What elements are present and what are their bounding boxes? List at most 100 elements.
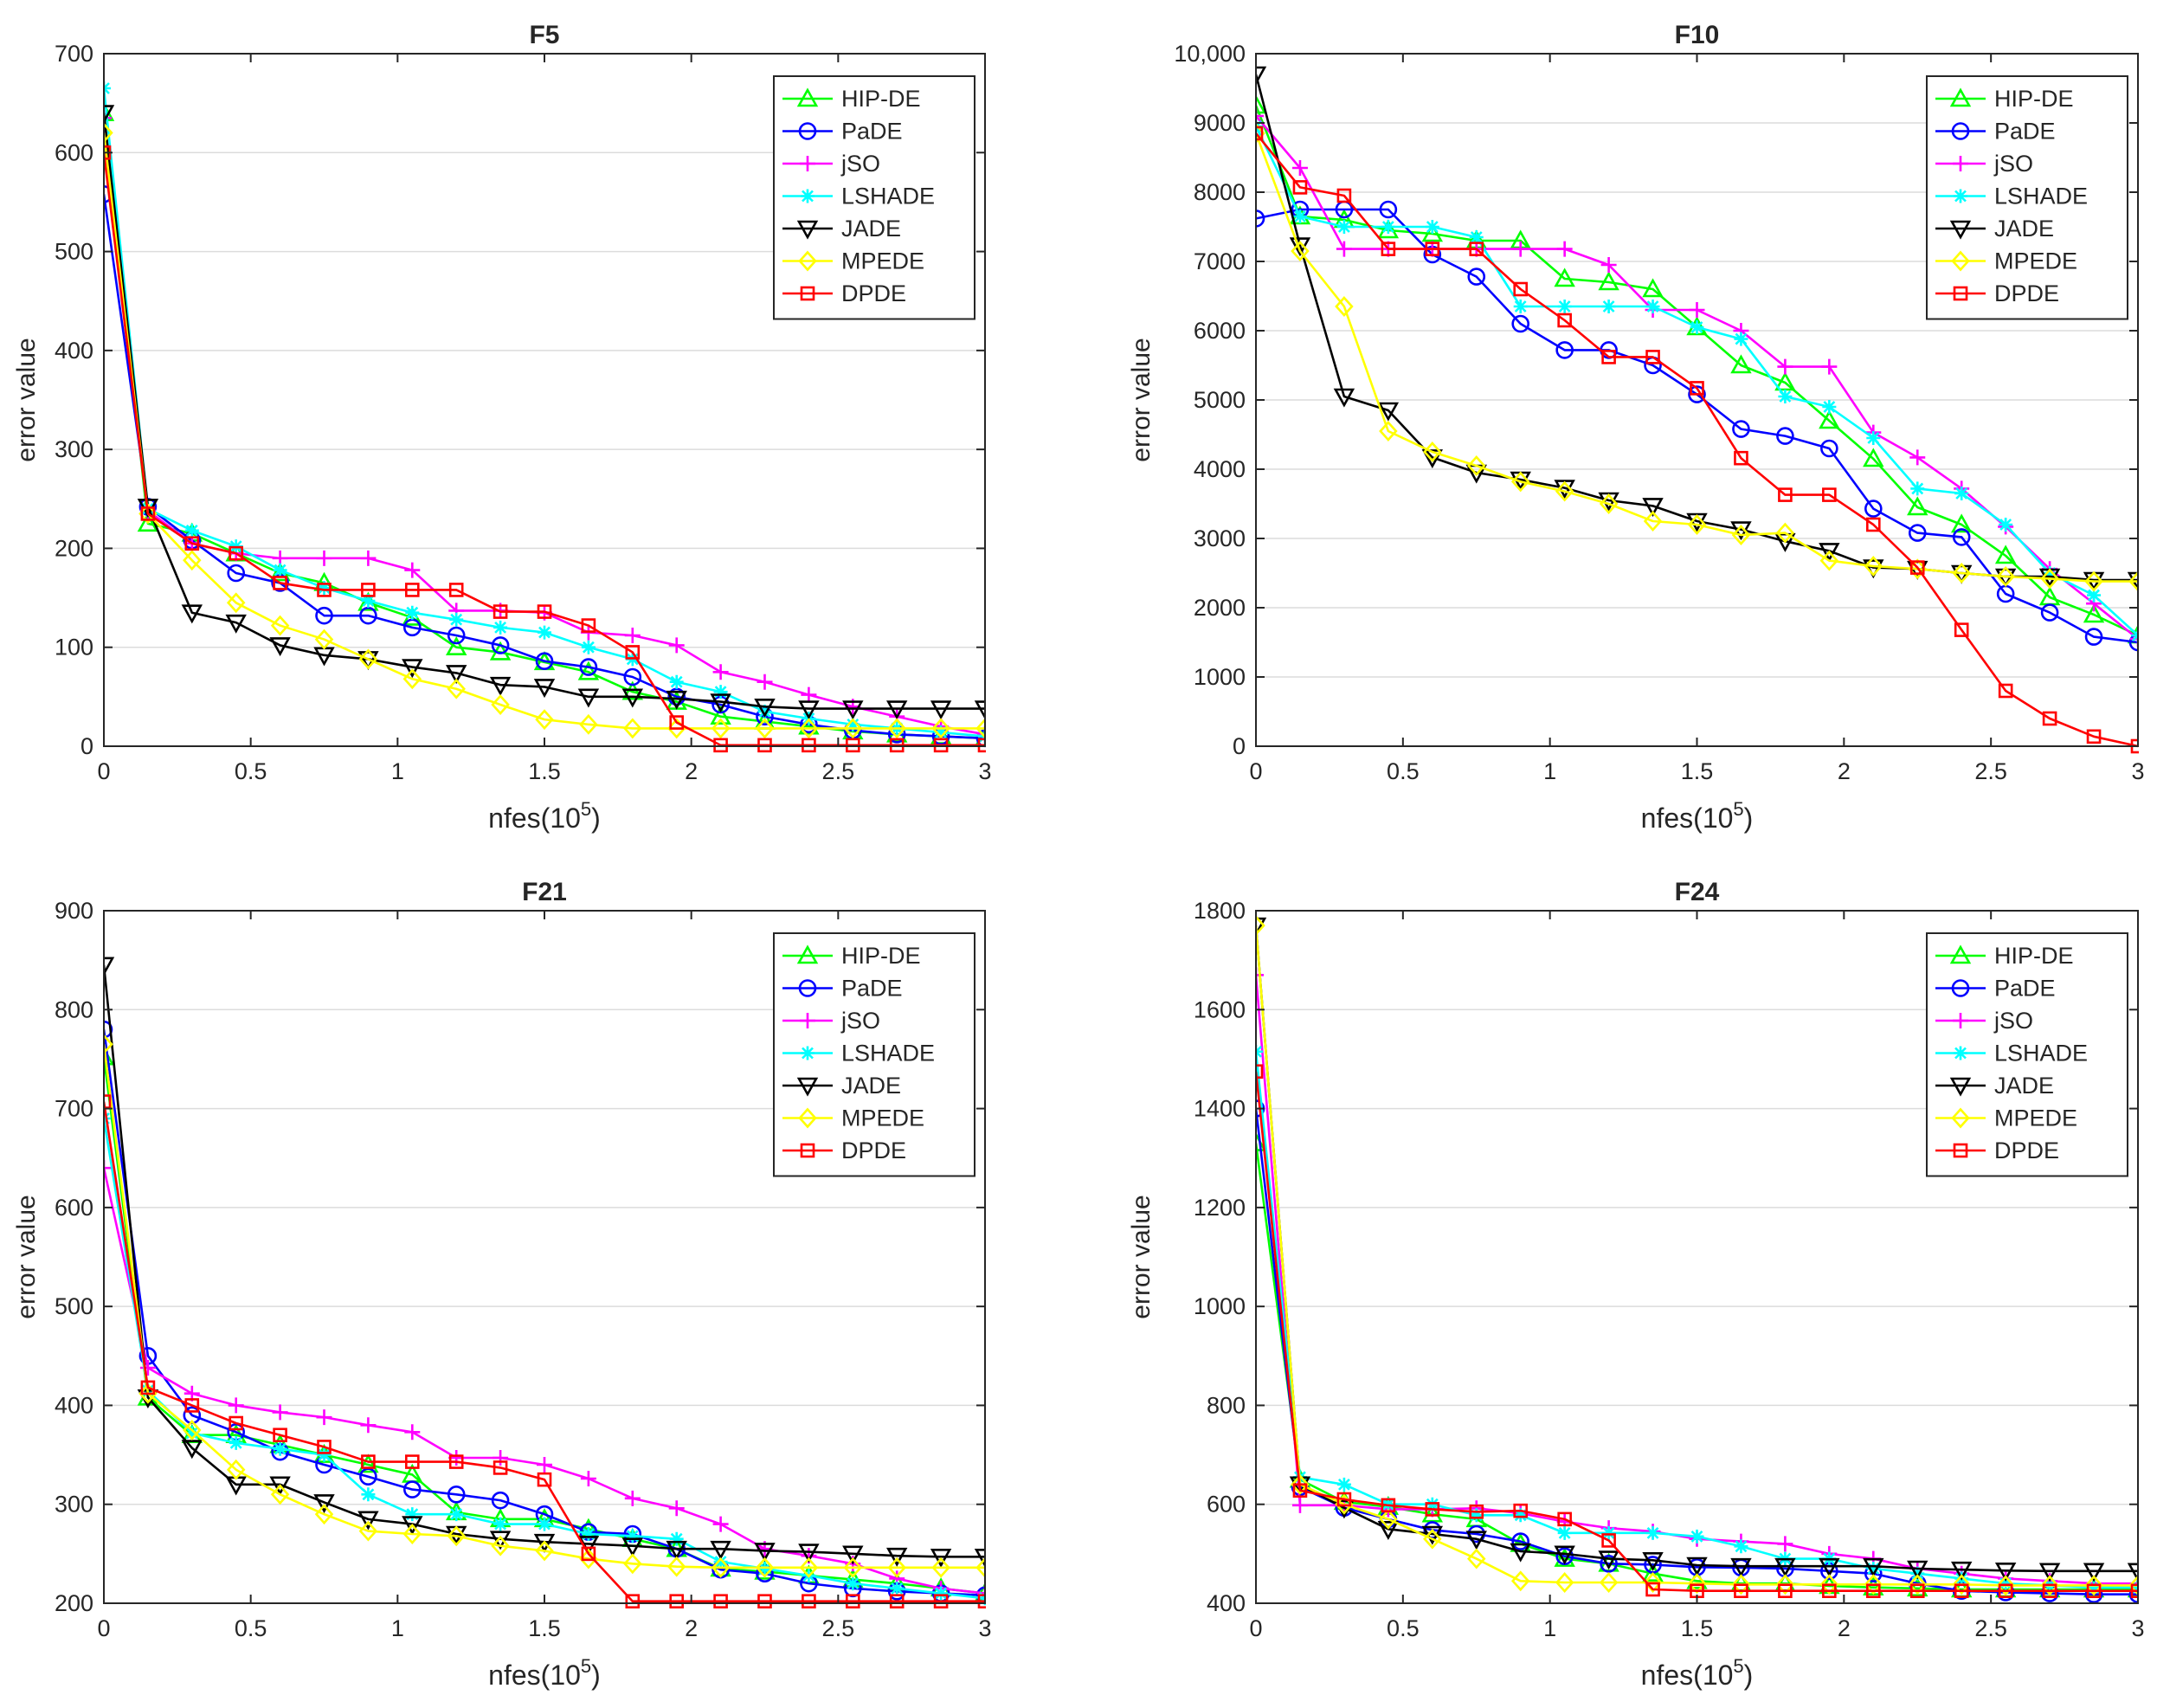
series-jade-point bbox=[269, 637, 291, 657]
legend-label: LSHADE bbox=[841, 184, 935, 209]
series-pade-point bbox=[447, 1485, 466, 1504]
series-hip-de-point bbox=[710, 706, 731, 725]
series-jade-point bbox=[1642, 498, 1664, 518]
x-axis-label-base: nfes(10 bbox=[488, 1660, 581, 1691]
series-dpde-point bbox=[1256, 1064, 1264, 1080]
legend-entry-jade: JADE bbox=[1935, 1073, 2054, 1099]
y-tick-label: 1000 bbox=[1194, 664, 1246, 690]
series-jade-point bbox=[1465, 1531, 1487, 1550]
y-tick-label: 1800 bbox=[1194, 898, 1246, 924]
series-jade-point bbox=[402, 1516, 423, 1536]
legend-marker bbox=[1951, 1107, 1970, 1129]
x-axis: 0 0.5 1 1.5 2 2.5 3 bbox=[1249, 54, 2145, 784]
series-dpde-point bbox=[2042, 711, 2057, 726]
series-jso-point bbox=[537, 1457, 552, 1473]
series-jade-point bbox=[842, 1545, 864, 1565]
series-mpede-point bbox=[402, 1524, 422, 1544]
series-mpede-point bbox=[1819, 1574, 1839, 1595]
x-tick-label: 3 bbox=[2131, 758, 2144, 784]
series-dpde-point bbox=[933, 738, 949, 753]
x-tick-label: 1.5 bbox=[528, 758, 561, 784]
series-dpde-point bbox=[1909, 1583, 1925, 1599]
series-dpde-point bbox=[140, 506, 156, 521]
series-jso-point bbox=[360, 550, 377, 566]
legend-label: PaDE bbox=[1994, 976, 2056, 1002]
series-jso-point bbox=[580, 1471, 596, 1486]
x-tick-label: 0.5 bbox=[1387, 758, 1420, 784]
series-dpde-point bbox=[493, 604, 508, 619]
legend-marker bbox=[1951, 979, 1970, 997]
series-jso-point bbox=[1600, 257, 1617, 273]
series-jso-point bbox=[404, 562, 421, 578]
series-dpde-point bbox=[1690, 381, 1704, 396]
series-jso-point bbox=[139, 1360, 156, 1376]
x-tick-label: 0 bbox=[97, 758, 110, 784]
series-mpede bbox=[1256, 915, 2139, 1596]
series-pade-point bbox=[1908, 524, 1927, 542]
legend-label: HIP-DE bbox=[841, 943, 921, 969]
series-lshade-point bbox=[2043, 566, 2057, 580]
series-mpede-point bbox=[535, 1540, 554, 1562]
series-dpde-point bbox=[493, 1460, 508, 1475]
legend-label: DPDE bbox=[841, 1138, 906, 1163]
y-tick-label: 1000 bbox=[1194, 1293, 1246, 1319]
series-dpde-point bbox=[845, 738, 860, 753]
legend: HIP-DE PaDE jSO LSHADE JADE MPEDE DPDE bbox=[773, 932, 975, 1177]
chart-f24: 0 0.5 1 1.5 2 2.5 3 400 600 800 1000 1200 1400 1600 18… bbox=[1127, 878, 2145, 1691]
legend-entry-lshade: LSHADE bbox=[1935, 184, 2088, 209]
series-pade-point bbox=[535, 652, 554, 671]
series-jso-point bbox=[104, 110, 112, 126]
series-hip-de-point bbox=[1256, 94, 1267, 114]
series-jade-point bbox=[1256, 917, 1267, 937]
series-dpde-point bbox=[104, 1094, 112, 1109]
x-axis-label: nfes(105) bbox=[488, 1655, 601, 1691]
x-tick-label: 2.5 bbox=[822, 758, 855, 784]
series-hip-de-point bbox=[1554, 267, 1575, 287]
series-mpede-point bbox=[270, 1484, 290, 1505]
series-jade-point bbox=[710, 693, 731, 713]
series-jade-point bbox=[104, 957, 115, 976]
series-lshade-point bbox=[1999, 1576, 2013, 1591]
series-dpde-point bbox=[229, 1415, 244, 1431]
series-dpde-point bbox=[404, 1454, 420, 1469]
legend-label: jSO bbox=[1993, 1008, 2033, 1034]
legend-marker bbox=[800, 1013, 815, 1028]
series-jade-point bbox=[1377, 1520, 1400, 1540]
series-dpde-point bbox=[2086, 1583, 2102, 1599]
series-dpde-point bbox=[537, 1472, 552, 1487]
series-jso-point bbox=[316, 1409, 332, 1426]
series-jade bbox=[104, 105, 986, 720]
y-tick-label: 800 bbox=[55, 996, 93, 1022]
series-mpede-point bbox=[1996, 1575, 2015, 1596]
legend-entry-hip-de: HIP-DE bbox=[782, 86, 921, 112]
y-tick-label: 300 bbox=[55, 1492, 93, 1518]
series-mpede-point bbox=[623, 1553, 642, 1575]
x-axis-label: nfes(105) bbox=[1641, 1655, 1754, 1691]
series-jade-line bbox=[1256, 925, 2138, 1573]
series-pade-point bbox=[447, 626, 466, 645]
legend-entry-dpde: DPDE bbox=[782, 1138, 906, 1163]
series-pade-point bbox=[1776, 427, 1794, 445]
series-dpde-point bbox=[1778, 1583, 1793, 1599]
series-lshade-point bbox=[1601, 300, 1616, 313]
x-tick-label: 1 bbox=[1543, 1615, 1556, 1641]
legend-marker bbox=[1954, 1046, 1967, 1060]
legend-marker bbox=[1954, 189, 1967, 203]
series-mpede-point bbox=[1864, 1574, 1883, 1595]
series-dpde-point bbox=[625, 645, 641, 660]
series-hip-de-point bbox=[1598, 271, 1619, 291]
y-tick-label: 0 bbox=[1233, 733, 1246, 759]
series-dpde-point bbox=[845, 1594, 860, 1609]
series-lshade-point bbox=[184, 523, 199, 538]
y-tick-label: 600 bbox=[55, 1195, 93, 1221]
y-tick-label: 600 bbox=[1207, 1492, 1246, 1518]
series-mpede-point bbox=[1775, 1574, 1795, 1595]
series-dpde-point bbox=[1557, 1511, 1572, 1527]
y-tick-label: 400 bbox=[55, 338, 93, 364]
series-jade-point bbox=[577, 688, 600, 708]
series-jade-point bbox=[710, 1540, 731, 1560]
series-pade-point bbox=[1864, 500, 1883, 518]
series-pade-point bbox=[1952, 528, 1971, 546]
x-tick-label: 2 bbox=[685, 758, 698, 784]
y-tick-label: 1600 bbox=[1194, 996, 1246, 1022]
